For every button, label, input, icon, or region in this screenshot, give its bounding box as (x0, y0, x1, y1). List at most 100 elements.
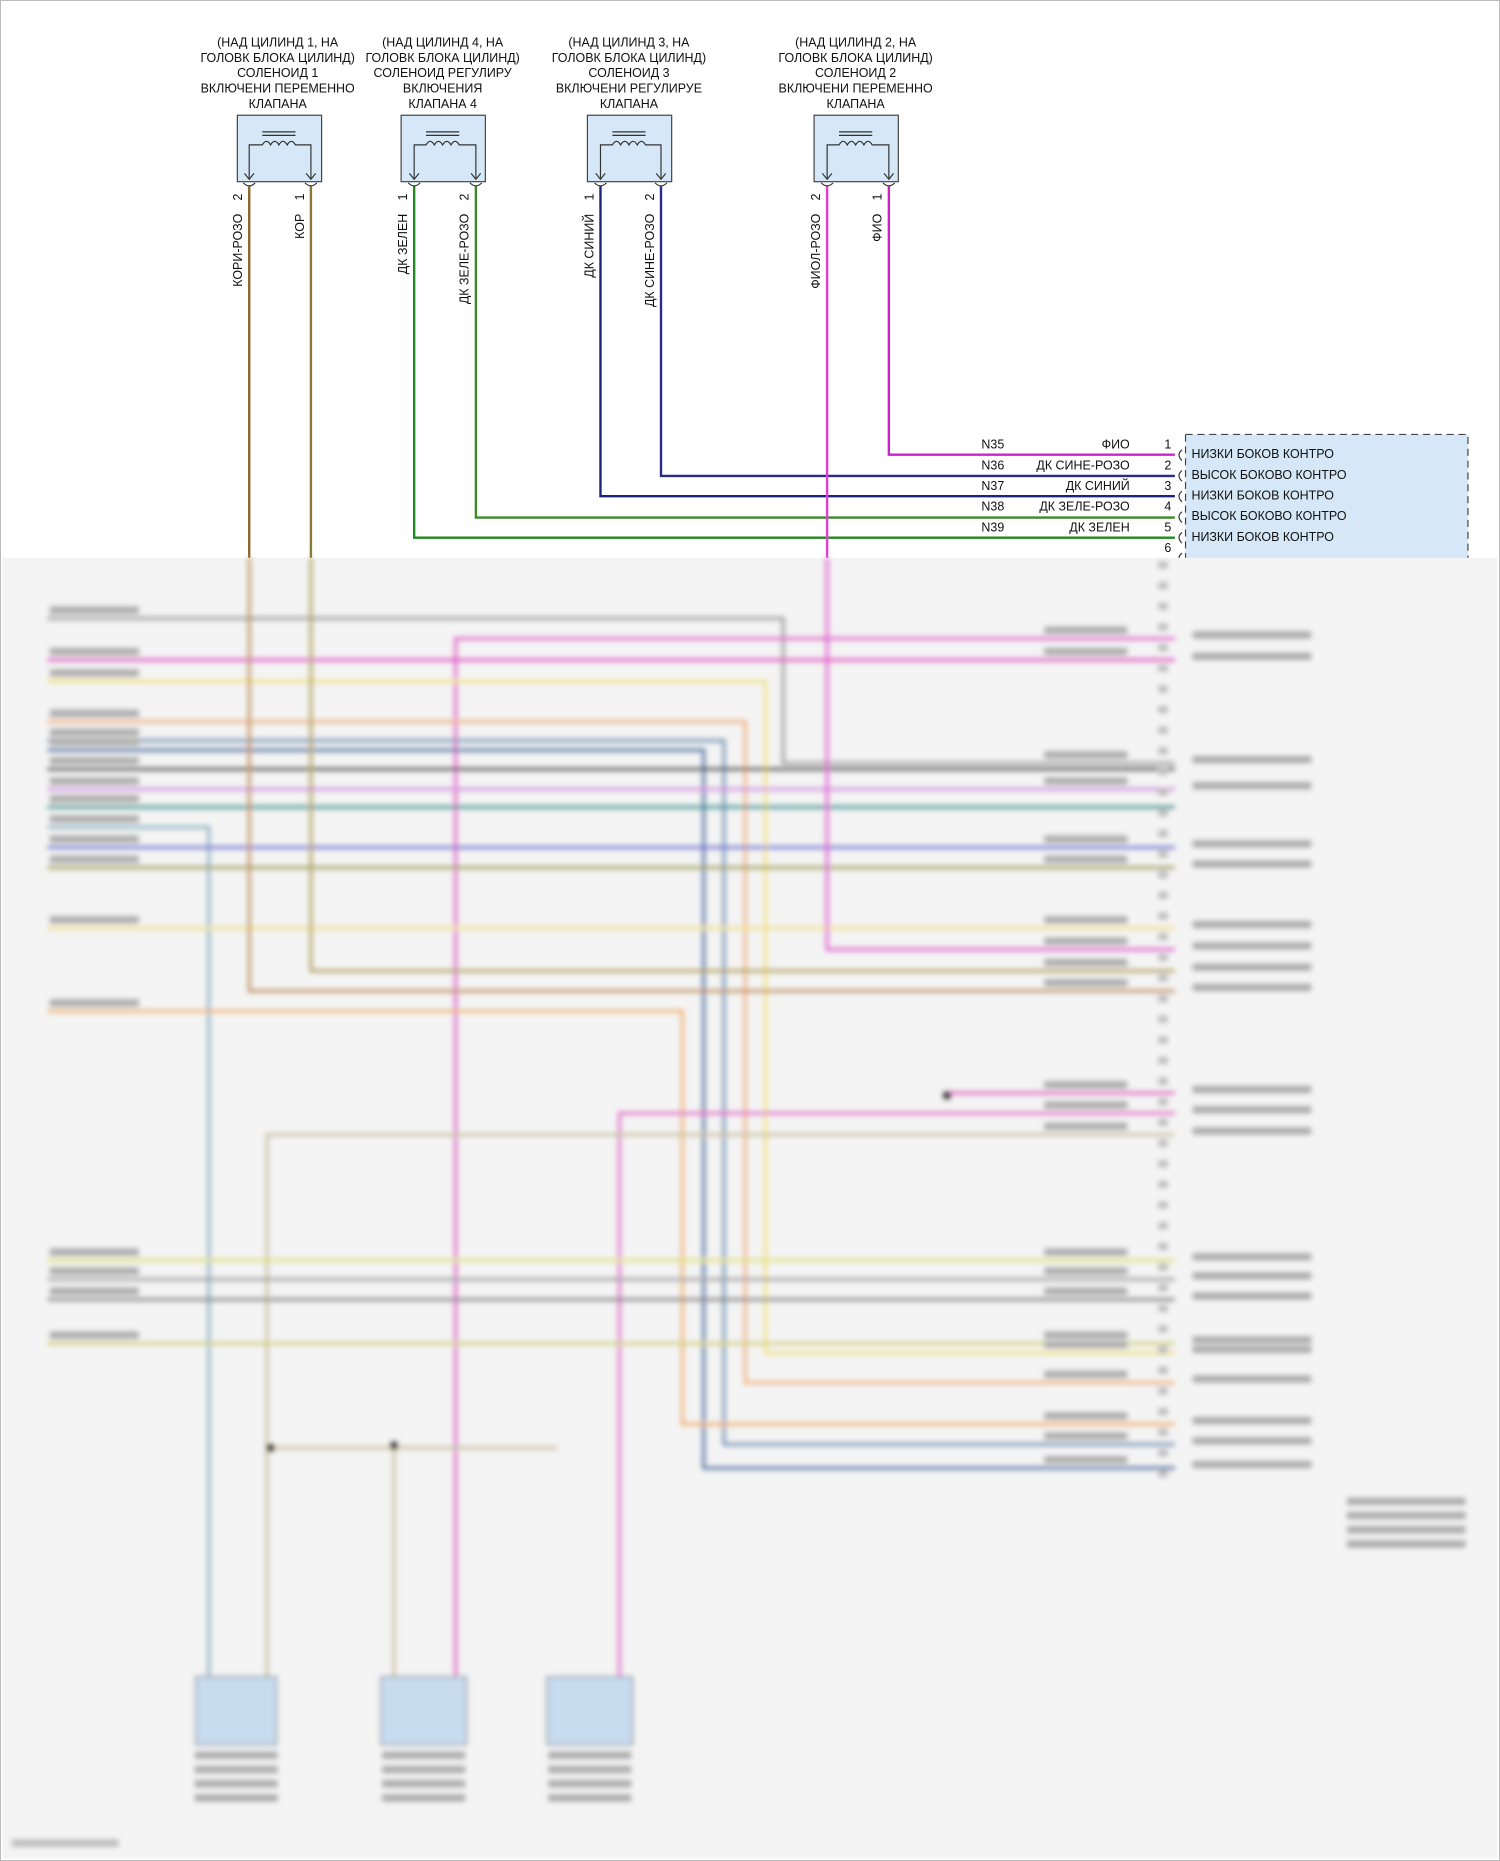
wire-blurred (47, 679, 1175, 1355)
pin-socket-icon (594, 182, 607, 187)
wire-label-blurred (49, 855, 139, 863)
sensor-label-blurred (194, 1794, 278, 1802)
connector-row-2: N36 ДК СИНЕ-РОЗО 2 ВЫСОК БОКОВО КОНТРО (981, 458, 1346, 481)
pin-function-blurred (1192, 782, 1312, 790)
pin-socket-icon (1178, 490, 1183, 503)
pin-arrow-icon (408, 173, 420, 181)
wire-label-blurred (1044, 835, 1128, 843)
blurred-region-background (2, 557, 1498, 1859)
pin-function-blurred (1192, 1375, 1312, 1383)
sensor-label-blurred (548, 1751, 632, 1759)
circuit-number: N39 (981, 520, 1004, 534)
pin-socket-icon (882, 182, 896, 187)
wire-label-blurred (49, 835, 139, 843)
wire-label-blurred (49, 669, 139, 677)
solenoid-body (400, 114, 486, 183)
wire-blurred (47, 1009, 1175, 1426)
wire-label-blurred (1044, 1081, 1128, 1089)
wire-blurred (265, 1133, 1175, 1686)
wire-blurred (247, 557, 1175, 993)
circuit-number: N36 (981, 458, 1004, 472)
solenoid-body (236, 114, 323, 183)
pin-number-blurred (1158, 1201, 1168, 1209)
sensor-label-blurred (194, 1751, 278, 1759)
connector-row-3: N37 ДК СИНИЙ 3 НИЗКИ БОКОВ КОНТРО (981, 478, 1334, 502)
pin-function-blurred (1192, 1437, 1312, 1445)
wire-label-blurred (1044, 648, 1128, 656)
pin-socket-icon (1178, 449, 1183, 461)
connector-row-4: N38 ДК ЗЕЛЕ-РОЗО 4 ВЫСОК БОКОВО КОНТРО (981, 500, 1346, 523)
module-label-blurred (1346, 1497, 1466, 1505)
module-label-blurred (1346, 1526, 1466, 1534)
pin-number-blurred (1158, 1098, 1168, 1106)
solenoid-body (813, 114, 899, 183)
wire-blurred (825, 557, 1175, 951)
pin-number: 2 (809, 193, 823, 200)
wire-label-blurred (1044, 855, 1128, 863)
solenoid-title-line: СОЛЕНОИД 3 (588, 66, 669, 80)
pin-number-blurred (1158, 1242, 1168, 1250)
sensor-label-blurred (548, 1794, 632, 1802)
pin-number-blurred (1158, 1449, 1168, 1457)
pin-function-blurred (1192, 1127, 1312, 1135)
pin-function-blurred (1192, 983, 1312, 992)
wire-blurred (47, 739, 1175, 1446)
pin-number-blurred (1158, 1304, 1168, 1312)
wire-blurred (47, 825, 211, 1686)
wire-label-blurred (49, 916, 139, 924)
pin-function-blurred (1192, 1292, 1312, 1300)
wire-color-label: ДК ЗЕЛЕН (396, 214, 410, 274)
pin-function-blurred (1192, 1272, 1312, 1280)
wire-ФИО[interactable] (887, 186, 1175, 456)
pin-function-blurred (1192, 860, 1312, 868)
pin-number: 2 (231, 193, 245, 200)
pin-number-blurred (1158, 582, 1168, 590)
pin-socket-icon (304, 182, 318, 187)
pin-function-blurred (1192, 1345, 1312, 1353)
pin-number-blurred (1158, 912, 1168, 920)
wire-ДК СИНЕ-РОЗО[interactable] (659, 186, 1175, 478)
wire-ДК СИНИЙ[interactable] (599, 186, 1175, 498)
pin-number-blurred (1158, 1263, 1168, 1271)
wire-label-blurred (49, 1267, 139, 1275)
pin-number: 3 (1164, 479, 1171, 493)
pin-function-blurred (1192, 1460, 1312, 1469)
wire-label-blurred (1044, 958, 1128, 967)
pin-arrow-icon (305, 173, 317, 181)
pin-number-blurred (1158, 1387, 1168, 1395)
pin-number: 1 (1164, 438, 1171, 452)
solenoid-title-line: КЛАПАНА (249, 97, 308, 111)
wire-ДК ЗЕЛЕ-РОЗО[interactable] (474, 186, 1175, 519)
wire-label-blurred (1044, 777, 1128, 785)
wire-blurred (309, 557, 1175, 973)
pin-number-blurred (1158, 1325, 1168, 1333)
pin-arrow-icon (595, 173, 606, 181)
pin-arrow-icon (655, 173, 667, 181)
sensor-label-blurred (548, 1765, 632, 1774)
pin-number-blurred (1158, 1180, 1168, 1189)
pin-function-blurred (1192, 942, 1312, 950)
pin-number-blurred (1158, 1366, 1168, 1374)
wire-color-label: ФИО (1102, 438, 1130, 452)
wire-label-blurred (1044, 626, 1128, 634)
pin-number-blurred (1158, 685, 1168, 693)
wire-color-label: ДК СИНЕ-РОЗО (1036, 458, 1130, 472)
pin-arrow-icon (243, 173, 255, 181)
pin-number-blurred (1158, 1118, 1168, 1127)
pin-number: 2 (643, 193, 657, 200)
pin-function: ВЫСОК БОКОВО КОНТРО (1191, 509, 1346, 523)
solenoid-title-line: ВКЛЮЧЕНИ РЕГУЛИРУЕ (556, 82, 702, 96)
pin-number-blurred (1158, 1036, 1168, 1044)
solenoid-title-line: ГОЛОВК БЛОКА ЦИЛИНД) (552, 51, 706, 65)
sensor-2 (380, 1676, 467, 1746)
pin-socket-icon (654, 182, 668, 187)
wire-blurred (617, 1111, 1175, 1686)
wire-ДК ЗЕЛЕН[interactable] (412, 186, 1175, 539)
sensor-3 (546, 1676, 634, 1746)
wire-color-label: ДК СИНИЙ (581, 214, 596, 278)
connector-row-1: N35 ФИО 1 НИЗКИ БОКОВ КОНТРО (981, 438, 1334, 461)
solenoid-title-line: ВКЛЮЧЕНИ ПЕРЕМЕННО (201, 82, 355, 96)
solenoid-title-line: СОЛЕНОИД 2 (815, 66, 896, 80)
pin-socket-icon (1178, 511, 1183, 523)
pin-number-blurred (1158, 788, 1168, 796)
